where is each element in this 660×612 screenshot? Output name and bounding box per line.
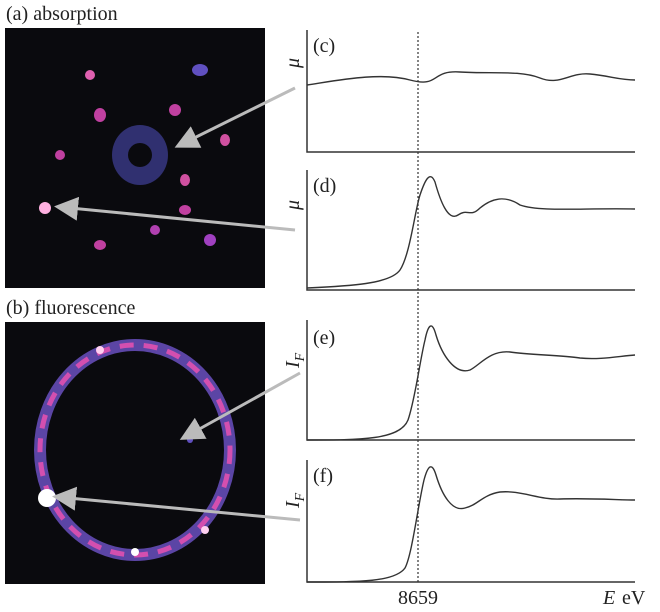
absorption-blobs <box>39 64 230 250</box>
panel-label: (e) <box>313 327 335 349</box>
x-axis-unit: eV <box>622 587 646 609</box>
fluorescence-image <box>5 322 265 584</box>
arrows <box>52 86 301 522</box>
y-label: IF <box>282 352 308 369</box>
panel-b-label: (b) fluorescence <box>6 297 135 319</box>
y-label: IF <box>282 492 308 509</box>
spectra <box>306 71 636 583</box>
y-label-symbol: I <box>282 500 304 509</box>
panel-label: (f) <box>313 465 333 487</box>
x-tick-label: 8659 <box>398 587 438 609</box>
x-axis-symbol: E <box>602 587 615 609</box>
y-label-subscript: F <box>293 352 308 362</box>
panel-label: (d) <box>313 175 336 197</box>
y-label: μ <box>282 58 304 69</box>
panel-a-label: (a) absorption <box>6 3 118 25</box>
y-label-subscript: F <box>293 492 308 502</box>
y-label: μ <box>282 200 304 211</box>
panel-label: (c) <box>313 35 335 57</box>
y-label-symbol: I <box>282 360 304 369</box>
